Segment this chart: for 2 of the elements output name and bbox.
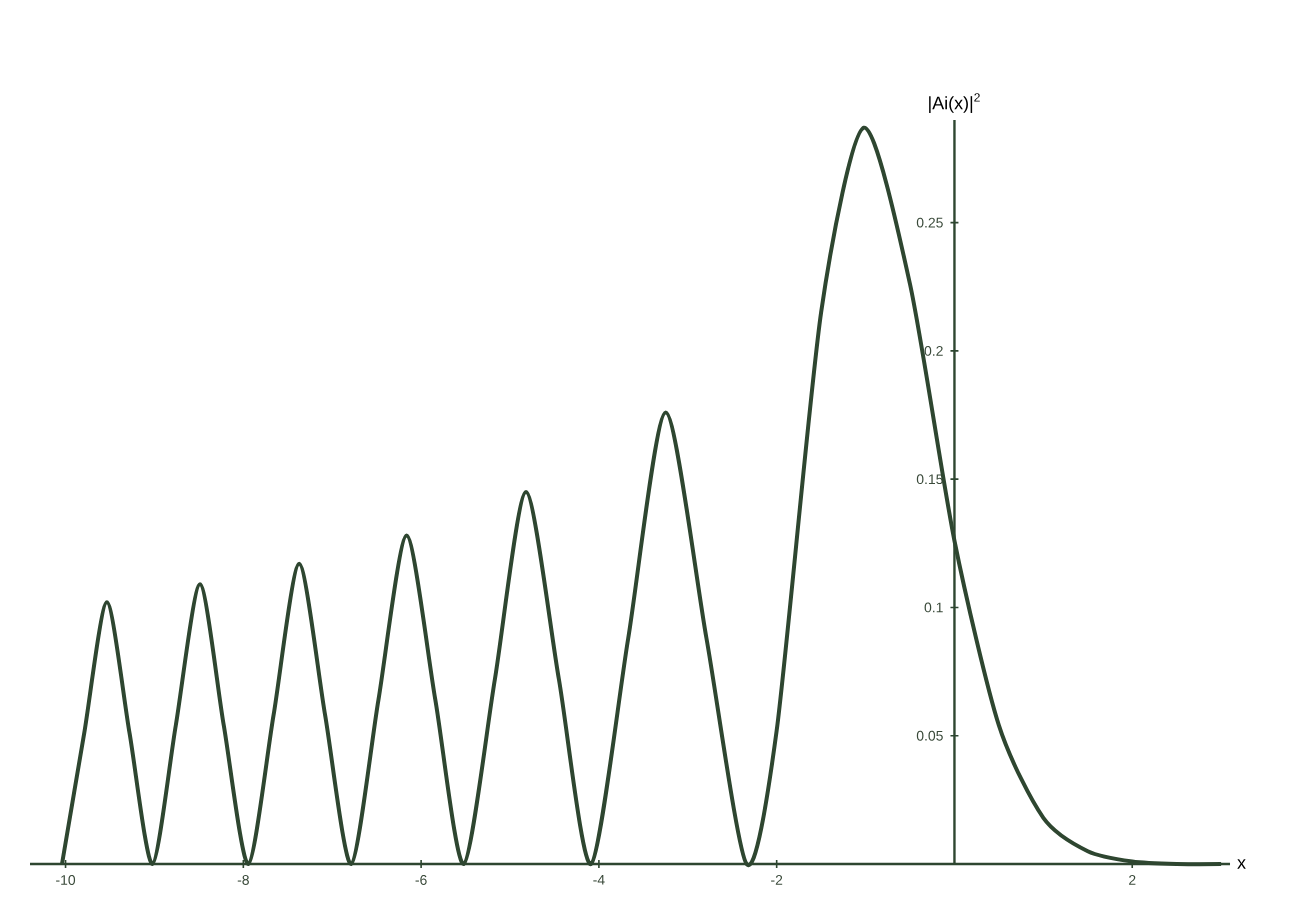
y-axis-title: |Ai(x)|$^{2}$ [929,93,980,113]
x-axis-title: x [1237,859,1246,869]
